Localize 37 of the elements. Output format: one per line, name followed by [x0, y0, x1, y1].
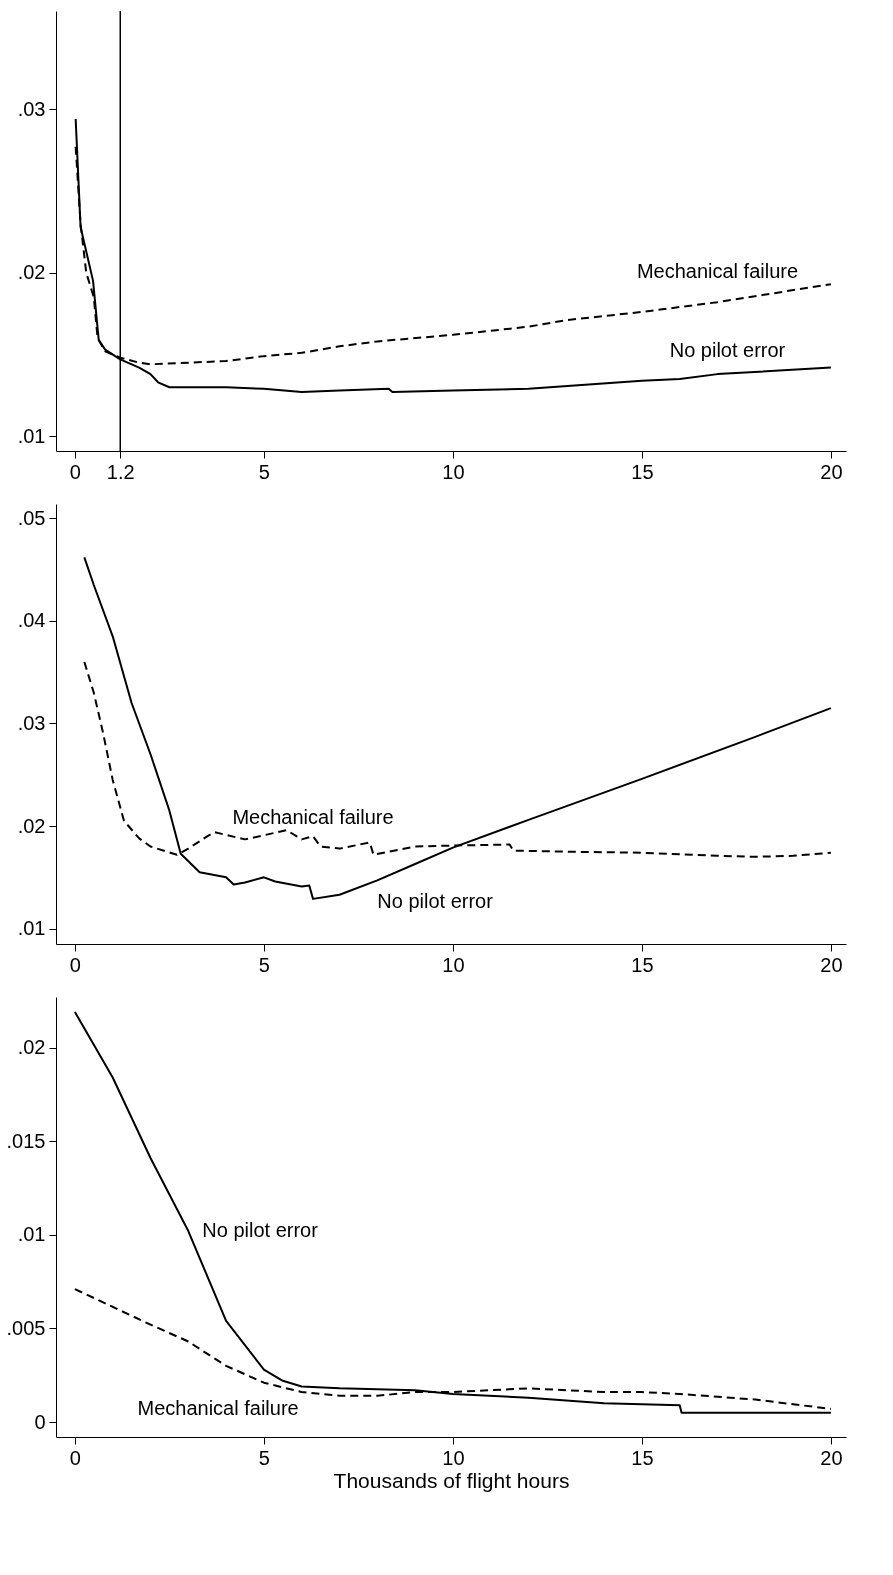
line-series: [73, 1010, 832, 1414]
series-label: No pilot error: [377, 890, 494, 913]
y-tick-label: .04: [17, 609, 46, 632]
series-label: No pilot error: [202, 1219, 319, 1242]
y-tick-label: .01: [17, 424, 46, 447]
x-tick-label: 15: [631, 1446, 654, 1469]
y-tick-label: .01: [17, 1223, 46, 1246]
x-tick-label: 15: [631, 953, 654, 976]
y-tick-label: .03: [17, 711, 46, 734]
x-tick-label: 10: [442, 953, 465, 976]
x-tick-label: 20: [820, 460, 843, 483]
x-tick-label: 10: [442, 460, 465, 483]
x-tick-label: 20: [820, 953, 843, 976]
y-tick-label: .01: [17, 917, 46, 940]
series-label: No pilot error: [669, 339, 786, 362]
x-tick-label: 1.2: [106, 460, 135, 483]
x-tick-label: 5: [258, 460, 270, 483]
y-tick-label: .02: [17, 261, 46, 284]
series-label: Mechanical failure: [137, 1396, 299, 1419]
x-axis-title: Thousands of flight hours: [333, 1468, 570, 1492]
x-tick-label: 10: [442, 1446, 465, 1469]
y-tick-label: .03: [17, 97, 46, 120]
y-tick-label: .015: [6, 1129, 46, 1152]
y-tick-label: .05: [17, 506, 46, 529]
x-tick-label: 5: [258, 953, 270, 976]
series-label: Mechanical failure: [636, 260, 799, 283]
series-label: Mechanical failure: [232, 806, 394, 829]
y-tick-label: .02: [17, 814, 46, 837]
x-tick-label: 15: [631, 460, 654, 483]
x-tick-label: 5: [258, 1446, 270, 1469]
x-tick-label: 0: [69, 953, 81, 976]
y-tick-label: .02: [17, 1036, 46, 1059]
y-tick-label: 0: [34, 1410, 46, 1433]
y-tick-label: .005: [6, 1316, 46, 1339]
x-tick-label: 0: [69, 460, 81, 483]
x-tick-label: 0: [69, 1446, 81, 1469]
x-tick-label: 20: [820, 1446, 843, 1469]
